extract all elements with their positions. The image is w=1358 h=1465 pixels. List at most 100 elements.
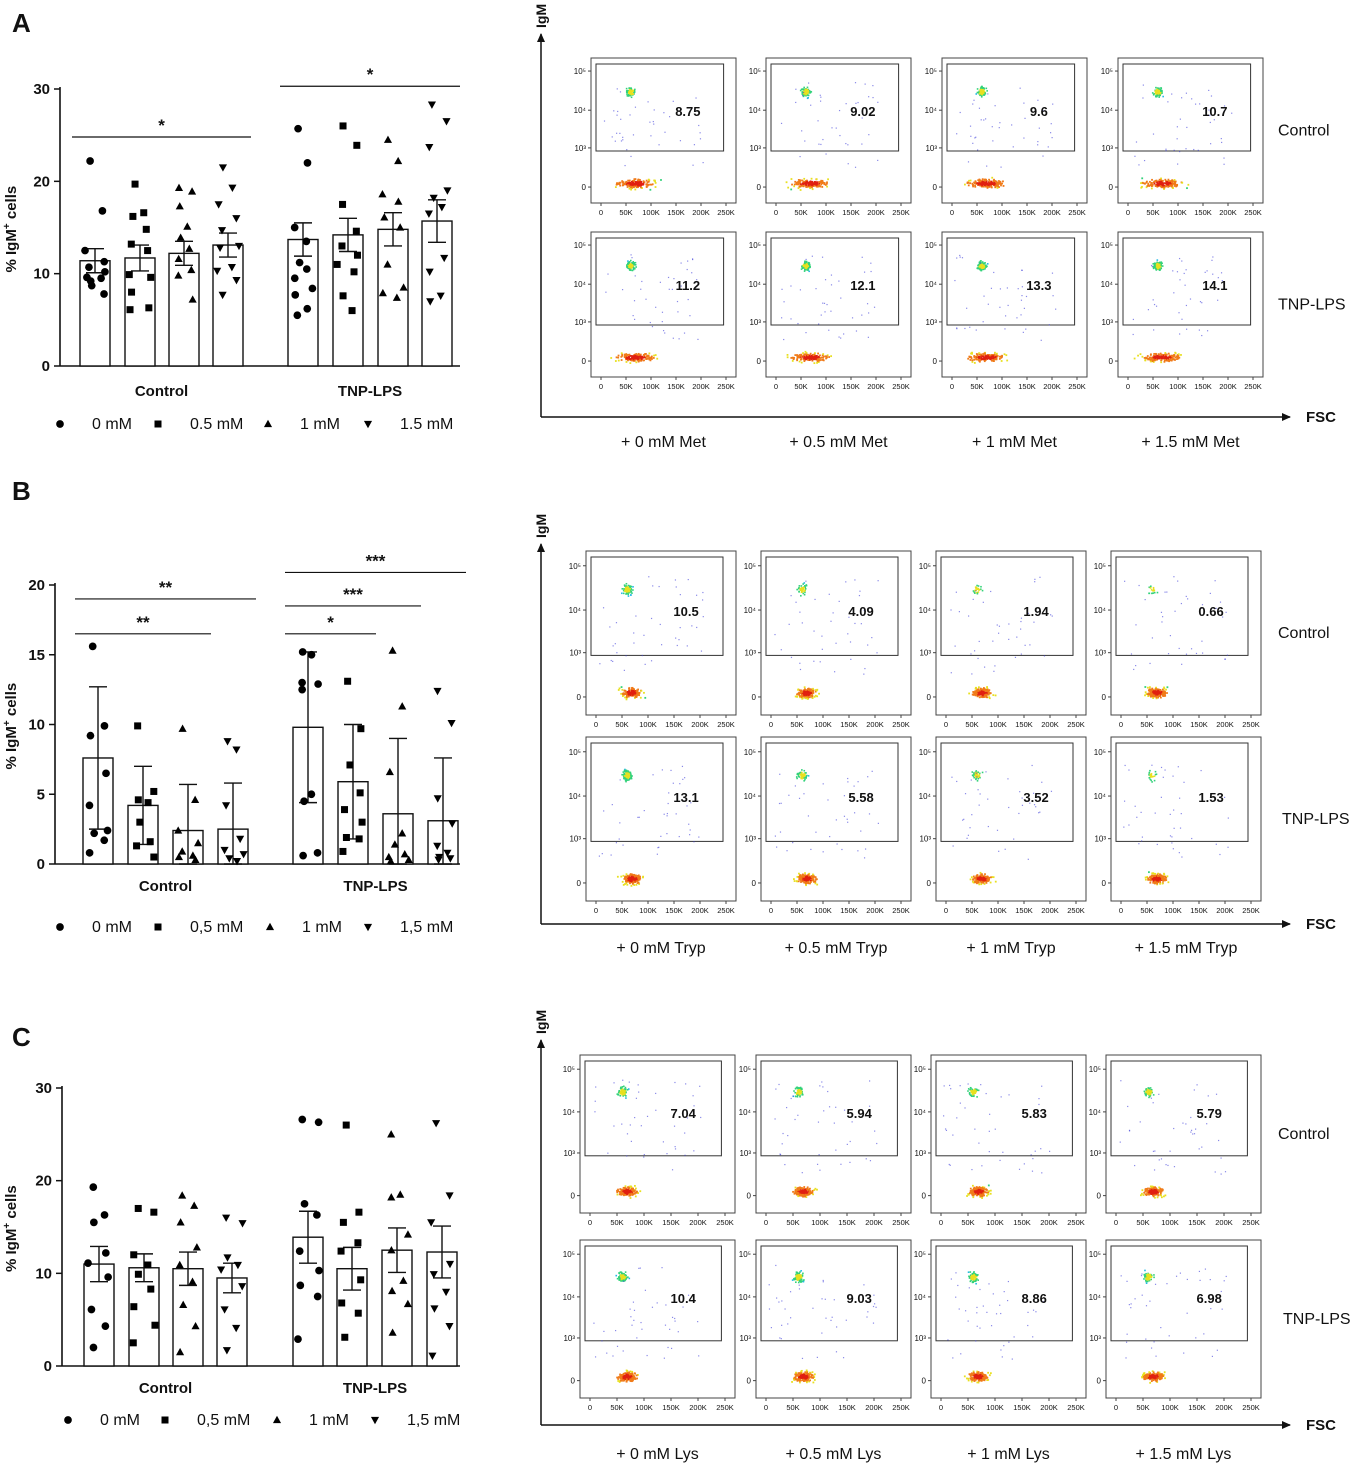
- event-dot: [689, 829, 691, 831]
- plot-y-tick-label: 10³: [569, 835, 581, 844]
- plot-frame: [765, 231, 912, 378]
- event-dot: [987, 184, 989, 187]
- event-dot: [790, 318, 792, 320]
- event-dot: [1163, 687, 1166, 690]
- event-dot: [620, 140, 623, 142]
- bar-a-tnp-lps-2: [377, 228, 409, 367]
- event-dot: [797, 179, 800, 181]
- event-dot: [644, 356, 647, 359]
- event-dot: [987, 303, 989, 305]
- event-dot: [800, 357, 803, 360]
- data-point: [392, 293, 401, 301]
- event-dot: [804, 266, 806, 269]
- plot-frame: [585, 550, 737, 716]
- event-dot: [624, 770, 627, 773]
- event-dot: [1161, 90, 1163, 93]
- event-dot: [1042, 110, 1044, 112]
- event-dot: [1149, 184, 1152, 187]
- event-dot: [622, 771, 625, 773]
- plot-frame: [935, 550, 1087, 716]
- event-dot: [974, 592, 976, 594]
- event-dot: [1169, 359, 1171, 361]
- event-dot: [633, 184, 636, 187]
- event-dot: [1050, 790, 1053, 792]
- event-dot: [629, 268, 632, 271]
- event-dot: [783, 301, 785, 303]
- event-dot: [627, 588, 629, 591]
- event-dot: [985, 178, 987, 181]
- event-dot: [1020, 314, 1022, 316]
- event-dot: [811, 879, 813, 882]
- event-dot: [977, 774, 979, 777]
- event-dot: [1042, 155, 1044, 157]
- event-dot: [1177, 163, 1179, 165]
- event-dot: [781, 317, 783, 319]
- event-dot: [805, 353, 808, 356]
- data-point: [442, 118, 451, 126]
- data-point: [174, 254, 183, 263]
- event-dot: [1020, 620, 1022, 623]
- event-dot: [634, 267, 636, 270]
- event-dot: [820, 143, 822, 146]
- event-dot: [845, 103, 847, 105]
- event-dot: [631, 262, 633, 264]
- event-dot: [864, 83, 866, 85]
- event-dot: [623, 773, 626, 776]
- event-dot: [633, 262, 636, 265]
- event-dot: [981, 771, 984, 774]
- event-dot: [1022, 331, 1024, 333]
- event-dot: [1153, 92, 1156, 95]
- event-dot: [791, 183, 793, 186]
- data-point: [346, 761, 354, 769]
- event-dot: [620, 355, 623, 358]
- event-dot: [636, 182, 639, 185]
- event-dot: [972, 142, 974, 144]
- plot-x-tick-label: 250K: [892, 720, 910, 729]
- event-dot: [1148, 185, 1151, 187]
- event-dot: [994, 665, 996, 667]
- event-dot: [801, 769, 803, 771]
- plot-y-tick-label: 10³: [569, 649, 581, 658]
- event-dot: [1151, 92, 1154, 94]
- event-dot: [975, 770, 978, 772]
- event-dot: [830, 274, 833, 276]
- event-dot: [814, 689, 817, 691]
- event-dot: [798, 689, 801, 692]
- event-dot: [661, 769, 663, 771]
- event-dot: [877, 159, 879, 162]
- event-dot: [974, 690, 976, 693]
- event-dot: [1152, 592, 1155, 594]
- event-dot: [969, 878, 972, 881]
- event-dot: [629, 362, 632, 364]
- event-dot: [799, 771, 802, 774]
- event-dot: [983, 877, 986, 880]
- event-dot: [838, 280, 840, 282]
- plot-x-tick-label: 250K: [1068, 382, 1086, 391]
- event-dot: [1162, 695, 1165, 697]
- event-dot: [966, 837, 968, 839]
- plot-x-tick-label: 250K: [717, 720, 735, 729]
- event-dot: [611, 804, 613, 806]
- event-dot: [815, 689, 818, 692]
- event-dot: [976, 875, 979, 878]
- event-dot: [860, 830, 862, 832]
- event-dot: [980, 695, 983, 697]
- event-dot: [1152, 691, 1155, 694]
- event-dot: [650, 357, 652, 359]
- event-dot: [806, 875, 808, 878]
- data-point: [90, 829, 99, 838]
- event-dot: [800, 184, 803, 187]
- event-dot: [616, 88, 618, 90]
- event-dot: [640, 184, 643, 187]
- event-dot: [676, 644, 678, 647]
- event-dot: [630, 185, 633, 188]
- legend: 0 mM 0.5 mM 1 mM 1.5 mM: [56, 416, 453, 433]
- plot-x-tick-label: 100K: [993, 208, 1011, 217]
- event-dot: [811, 692, 814, 695]
- event-dot: [800, 588, 803, 591]
- event-dot: [1199, 103, 1201, 105]
- event-dot: [800, 353, 803, 356]
